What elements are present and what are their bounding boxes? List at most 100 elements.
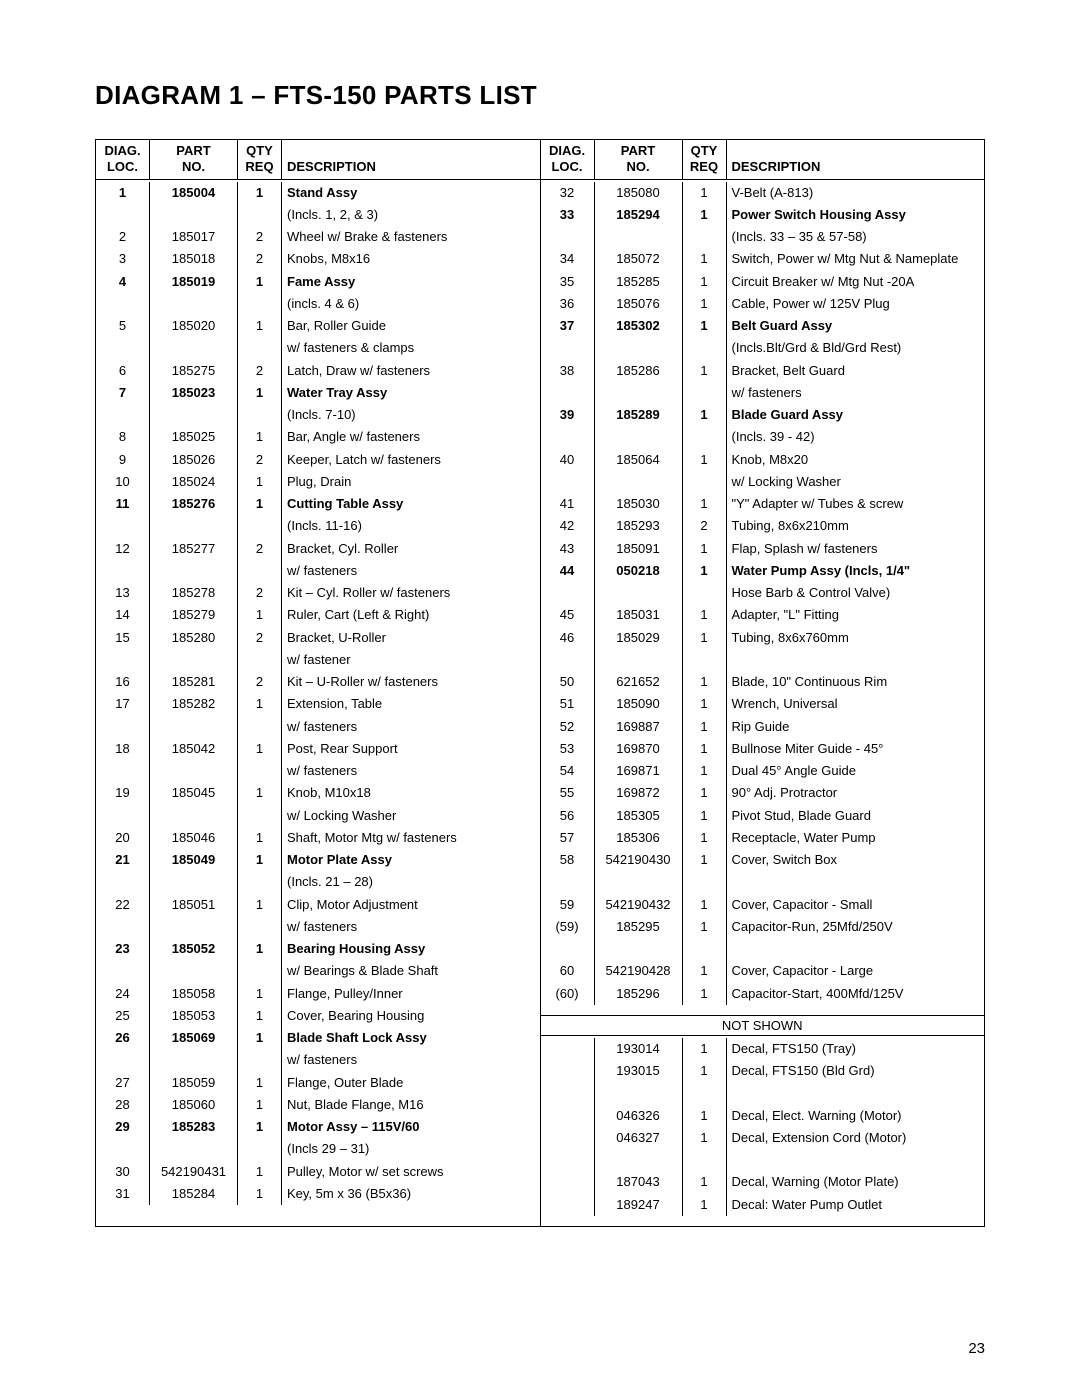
cell-part: 185286 <box>595 360 683 382</box>
cell-desc: Cover, Switch Box <box>727 849 985 871</box>
cell-desc: (incls. 4 & 6) <box>282 293 540 315</box>
cell-qty <box>238 404 282 426</box>
cell-desc: Bar, Angle w/ fasteners <box>282 426 540 448</box>
cell-qty: 2 <box>683 515 727 537</box>
table-row: (Incls. 21 – 28) <box>96 871 540 893</box>
cell-qty: 1 <box>683 1060 727 1082</box>
cell-part: 185302 <box>595 315 683 337</box>
cell-part: 185046 <box>150 827 238 849</box>
cell-loc: 56 <box>541 805 595 827</box>
cell-loc: 60 <box>541 960 595 982</box>
cell-part: 169871 <box>595 760 683 782</box>
cell-loc <box>541 1105 595 1127</box>
cell-qty <box>238 337 282 359</box>
cell-desc: Knobs, M8x16 <box>282 248 540 270</box>
cell-qty: 1 <box>683 560 727 582</box>
cell-part: 185295 <box>595 916 683 938</box>
table-row: 101850241Plug, Drain <box>96 471 540 493</box>
cell-qty <box>683 337 727 359</box>
cell-qty <box>683 871 727 893</box>
cell-desc: Switch, Power w/ Mtg Nut & Nameplate <box>727 248 985 270</box>
cell-loc: 12 <box>96 538 150 560</box>
cell-qty: 1 <box>683 738 727 760</box>
cell-part: 185049 <box>150 849 238 871</box>
cell-qty: 1 <box>683 182 727 204</box>
table-row <box>541 1082 985 1104</box>
table-row: 181850421Post, Rear Support <box>96 738 540 760</box>
cell-desc: Bullnose Miter Guide - 45° <box>727 738 985 760</box>
table-row: w/ fasteners <box>541 382 985 404</box>
table-row: w/ Locking Washer <box>541 471 985 493</box>
cell-part <box>150 805 238 827</box>
cell-part: 046327 <box>595 1127 683 1149</box>
cell-loc <box>96 760 150 782</box>
parts-table: DIAG.LOC. PARTNO. QTYREQ DESCRIPTION 118… <box>95 139 985 1227</box>
cell-part: 185072 <box>595 248 683 270</box>
cell-loc <box>541 938 595 960</box>
cell-part: 169870 <box>595 738 683 760</box>
cell-loc <box>96 716 150 738</box>
cell-qty <box>683 1082 727 1104</box>
page-title: DIAGRAM 1 – FTS-150 PARTS LIST <box>95 80 985 111</box>
table-row: 1892471Decal: Water Pump Outlet <box>541 1194 985 1216</box>
cell-desc: Bracket, U-Roller <box>282 627 540 649</box>
table-row: w/ fasteners <box>96 760 540 782</box>
cell-qty: 1 <box>683 604 727 626</box>
cell-part <box>150 716 238 738</box>
cell-qty: 1 <box>683 360 727 382</box>
cell-loc: 30 <box>96 1161 150 1183</box>
cell-qty: 1 <box>238 1005 282 1027</box>
cell-desc: V-Belt (A-813) <box>727 182 985 204</box>
table-row: 241850581Flange, Pulley/Inner <box>96 983 540 1005</box>
table-row: 431850911Flap, Splash w/ fasteners <box>541 538 985 560</box>
cell-part: 185023 <box>150 382 238 404</box>
table-row: (59)1852951Capacitor-Run, 25Mfd/250V <box>541 916 985 938</box>
cell-loc: 1 <box>96 182 150 204</box>
cell-loc: 22 <box>96 894 150 916</box>
cell-desc: Plug, Drain <box>282 471 540 493</box>
cell-desc: w/ Bearings & Blade Shaft <box>282 960 540 982</box>
cell-loc: 43 <box>541 538 595 560</box>
cell-part: 193015 <box>595 1060 683 1082</box>
cell-part: 185030 <box>595 493 683 515</box>
cell-desc: Bracket, Belt Guard <box>727 360 985 382</box>
table-header-left: DIAG.LOC. PARTNO. QTYREQ DESCRIPTION <box>96 140 540 180</box>
cell-qty <box>238 560 282 582</box>
cell-qty: 1 <box>683 1038 727 1060</box>
table-row: 131852782Kit – Cyl. Roller w/ fasteners <box>96 582 540 604</box>
cell-loc <box>96 960 150 982</box>
cell-desc: Power Switch Housing Assy <box>727 204 985 226</box>
cell-desc: Water Tray Assy <box>282 382 540 404</box>
cell-desc: Cover, Capacitor - Small <box>727 894 985 916</box>
cell-desc: Ruler, Cart (Left & Right) <box>282 604 540 626</box>
hdr-desc: DESCRIPTION <box>282 140 540 179</box>
table-row: 305421904311Pulley, Motor w/ set screws <box>96 1161 540 1183</box>
cell-qty: 1 <box>238 738 282 760</box>
table-row: 605421904281Cover, Capacitor - Large <box>541 960 985 982</box>
cell-qty: 1 <box>683 404 727 426</box>
cell-desc: w/ fastener <box>282 649 540 671</box>
cell-part: 185296 <box>595 983 683 1005</box>
cell-qty: 2 <box>238 360 282 382</box>
cell-desc: Pulley, Motor w/ set screws <box>282 1161 540 1183</box>
cell-loc <box>541 1171 595 1193</box>
cell-loc: 35 <box>541 271 595 293</box>
cell-qty: 2 <box>238 627 282 649</box>
cell-qty <box>683 226 727 248</box>
cell-loc: 9 <box>96 449 150 471</box>
cell-desc: Flange, Outer Blade <box>282 1072 540 1094</box>
table-row: 571853061Receptacle, Water Pump <box>541 827 985 849</box>
cell-desc: Extension, Table <box>282 693 540 715</box>
cell-desc: (Incls. 39 - 42) <box>727 426 985 448</box>
cell-desc: Adapter, "L" Fitting <box>727 604 985 626</box>
cell-qty: 1 <box>683 782 727 804</box>
cell-qty: 1 <box>238 938 282 960</box>
table-row: 421852932Tubing, 8x6x210mm <box>541 515 985 537</box>
cell-part <box>595 582 683 604</box>
cell-loc: 6 <box>96 360 150 382</box>
cell-qty: 1 <box>683 960 727 982</box>
cell-part: 621652 <box>595 671 683 693</box>
table-row: (Incls 29 – 31) <box>96 1138 540 1160</box>
cell-qty <box>238 960 282 982</box>
table-row: 401850641Knob, M8x20 <box>541 449 985 471</box>
